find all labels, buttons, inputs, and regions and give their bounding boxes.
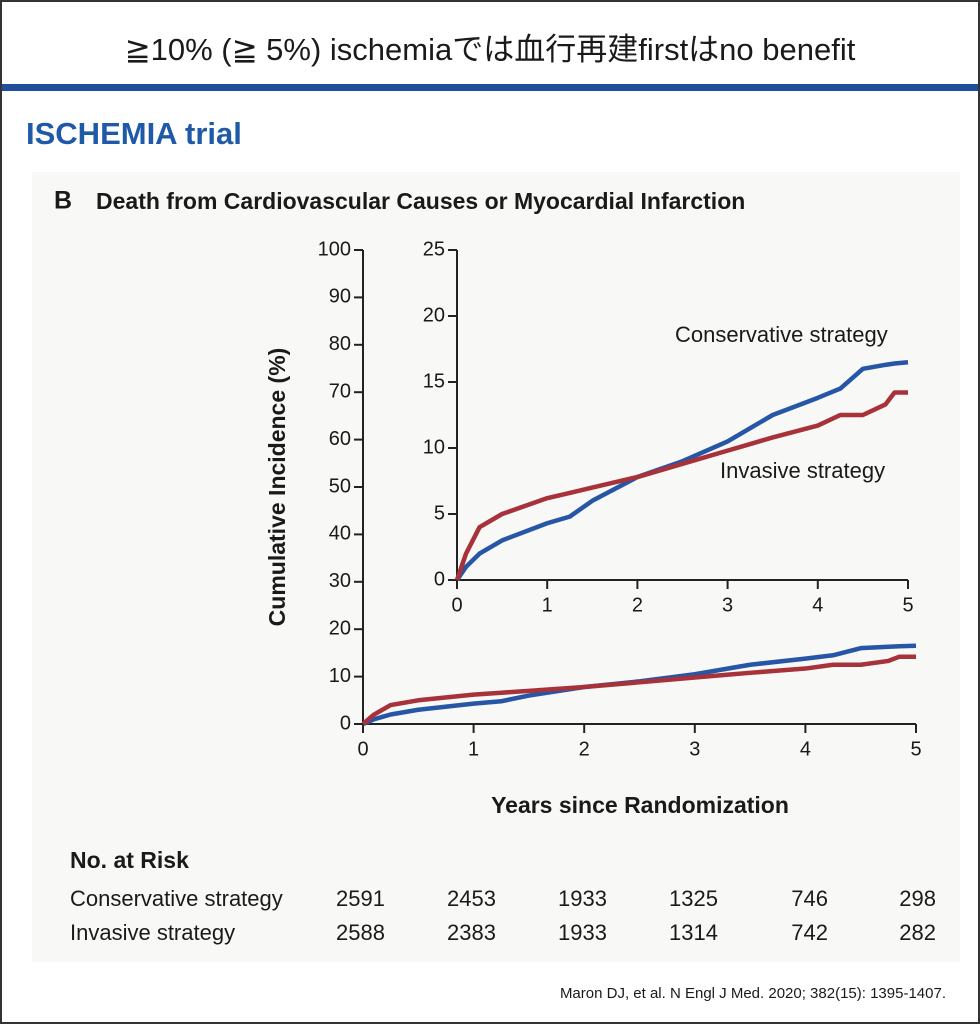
x-tick-label: 1	[542, 594, 553, 616]
y-tick-label: 60	[329, 428, 351, 450]
title-rule	[2, 84, 978, 91]
y-tick-label: 90	[329, 286, 351, 308]
series-line	[455, 359, 909, 582]
x-tick-label: 0	[451, 594, 462, 616]
risk-value: 1314	[669, 920, 718, 945]
x-tick-label: 4	[800, 738, 811, 760]
x-tick-label: 4	[812, 594, 823, 616]
risk-value: 746	[791, 886, 828, 911]
series-line	[361, 654, 916, 726]
x-tick-label: 1	[468, 738, 479, 760]
x-tick-label: 5	[902, 594, 913, 616]
risk-value: 1933	[558, 920, 607, 945]
y-tick-label: 25	[423, 238, 445, 260]
x-tick-label: 3	[689, 738, 700, 760]
y-tick-label: 80	[329, 333, 351, 355]
risk-value: 2588	[336, 920, 385, 945]
y-tick-label: 0	[340, 712, 351, 734]
y-tick-label: 10	[423, 436, 445, 458]
series-label: Conservative strategy	[675, 322, 888, 347]
x-tick-label: 3	[722, 594, 733, 616]
y-tick-label: 20	[423, 304, 445, 326]
chart-title: Death from Cardiovascular Causes or Myoc…	[96, 188, 745, 214]
x-tick-label: 5	[910, 738, 921, 760]
y-tick-label: 30	[329, 570, 351, 592]
x-tick-label: 0	[357, 738, 368, 760]
x-tick-label: 2	[632, 594, 643, 616]
risk-value: 1933	[558, 886, 607, 911]
x-axis-label: Years since Randomization	[491, 792, 789, 818]
panel-label: B	[54, 187, 72, 215]
y-tick-label: 15	[423, 370, 445, 392]
risk-row-label: Conservative strategy	[70, 886, 283, 911]
y-tick-label: 70	[329, 380, 351, 402]
risk-row-label: Invasive strategy	[70, 920, 235, 945]
risk-value: 742	[791, 920, 828, 945]
y-tick-label: 0	[434, 568, 445, 590]
y-tick-label: 20	[329, 617, 351, 639]
risk-value: 2453	[447, 886, 496, 911]
y-tick-label: 5	[434, 502, 445, 524]
figure-bg	[32, 172, 960, 962]
y-tick-label: 10	[329, 665, 351, 687]
y-tick-label: 50	[329, 475, 351, 497]
slide-subtitle: ISCHEMIA trial	[26, 116, 242, 151]
x-tick-label: 2	[579, 738, 590, 760]
risk-value: 282	[899, 920, 936, 945]
y-tick-label: 100	[318, 238, 351, 260]
risk-value: 2383	[447, 920, 496, 945]
risk-value: 298	[899, 886, 936, 911]
risk-value: 2591	[336, 886, 385, 911]
y-tick-label: 40	[329, 523, 351, 545]
series-line	[454, 390, 908, 581]
series-label: Invasive strategy	[720, 458, 885, 483]
citation: Maron DJ, et al. N Engl J Med. 2020; 382…	[560, 985, 946, 1002]
risk-value: 1325	[669, 886, 718, 911]
risk-table-title: No. at Risk	[70, 847, 189, 873]
slide-title: ≧10% (≧ 5%) ischemiaでは血行再建firstはno benef…	[125, 32, 856, 67]
y-axis-label: Cumulative Incidence (%)	[264, 348, 290, 627]
